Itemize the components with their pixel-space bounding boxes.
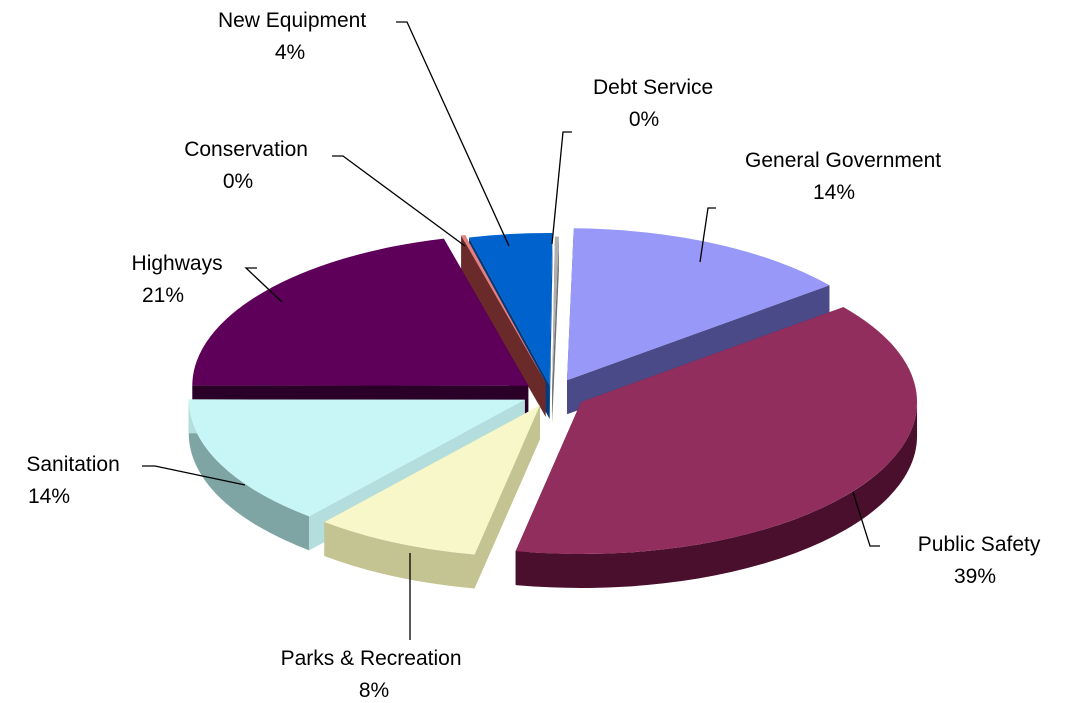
label-conservation: Conservation 0% bbox=[184, 138, 314, 193]
label-debt-service: Debt Service 0% bbox=[593, 76, 719, 131]
slice-edge-parks-and-recreation-0 bbox=[474, 405, 540, 589]
slice-debt-service bbox=[552, 236, 559, 389]
slice-edge-new-equipment-1 bbox=[549, 233, 553, 420]
leader-line-sanitation bbox=[142, 465, 246, 486]
slice-new-equipment bbox=[469, 233, 553, 386]
leader-lines bbox=[142, 21, 880, 640]
leader-line-new-equipment bbox=[396, 21, 510, 247]
label-general-government: General Government 14% bbox=[745, 149, 947, 204]
slice-edge-debt-service-1 bbox=[552, 236, 559, 423]
slice-highways bbox=[192, 238, 529, 386]
leader-line-general-government bbox=[699, 207, 716, 263]
leader-line-conservation bbox=[332, 155, 466, 247]
leader-line-highways bbox=[244, 267, 283, 303]
slice-wall-public-safety bbox=[515, 401, 918, 588]
label-sanitation: Sanitation 14% bbox=[26, 453, 125, 508]
slice-conservation bbox=[461, 235, 546, 383]
slice-sanitation bbox=[188, 399, 525, 517]
slice-wall-parks-and-recreation bbox=[324, 522, 475, 589]
slice-edge-conservation-1 bbox=[464, 235, 546, 417]
slice-labels: General Government 14% Public Safety 39%… bbox=[26, 9, 1046, 702]
slice-tops bbox=[188, 228, 918, 555]
slice-parks-and-recreation bbox=[324, 405, 540, 555]
label-parks-recreation: Parks & Recreation 8% bbox=[281, 647, 468, 702]
label-public-safety: Public Safety 39% bbox=[918, 533, 1046, 588]
leader-line-public-safety bbox=[852, 491, 880, 547]
label-highways: Highways 21% bbox=[132, 252, 229, 307]
slice-public-safety bbox=[515, 307, 918, 554]
leader-line-debt-service bbox=[551, 131, 572, 245]
slice-wall-sanitation bbox=[188, 399, 310, 551]
slice-edge-general-government-1 bbox=[567, 285, 830, 415]
slice-general-government bbox=[567, 228, 830, 381]
label-new-equipment: New Equipment 4% bbox=[218, 9, 372, 64]
